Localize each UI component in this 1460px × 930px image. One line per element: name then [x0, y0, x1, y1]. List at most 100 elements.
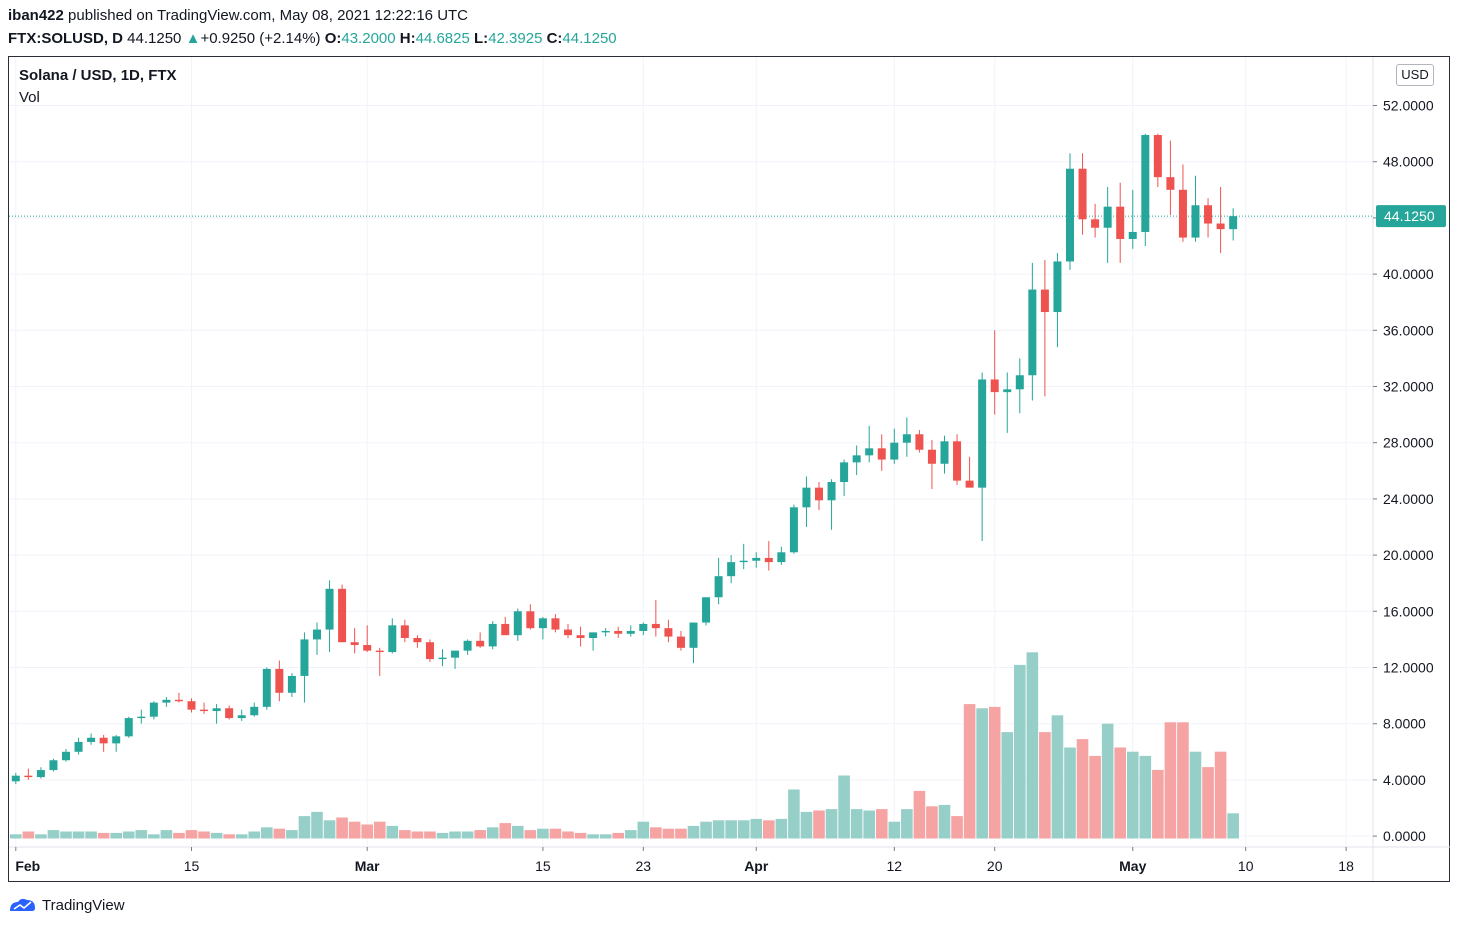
volume-bar — [35, 834, 47, 839]
currency-button[interactable]: USD — [1396, 64, 1434, 86]
volume-bar — [311, 811, 323, 839]
volume-bar — [499, 823, 512, 839]
volume-bar — [160, 830, 173, 839]
volume-bar — [1051, 715, 1064, 839]
candle-body — [576, 635, 585, 638]
price-chart[interactable]: 52.000048.000044.000040.000036.000032.00… — [9, 57, 1450, 881]
candle-body — [237, 715, 246, 719]
x-tick-label: 12 — [887, 858, 903, 874]
volume-bar — [261, 827, 273, 839]
candle-body — [1216, 223, 1225, 230]
candle-body — [777, 552, 786, 563]
x-tick-label: Apr — [744, 858, 769, 874]
candle-body — [149, 702, 158, 717]
candle-body — [438, 657, 447, 660]
y-tick-label: 32.0000 — [1383, 379, 1434, 395]
volume-bar — [298, 816, 311, 839]
volume-bar — [763, 820, 775, 839]
candle-body — [827, 482, 836, 501]
candle-body — [1178, 189, 1187, 238]
candle-body — [727, 562, 736, 577]
y-tick-label: 28.0000 — [1383, 435, 1434, 451]
volume-bar — [512, 825, 524, 839]
volume-bar — [775, 818, 788, 839]
volume-bar — [10, 834, 22, 839]
volume-bar — [524, 830, 537, 839]
candle-body — [476, 640, 485, 647]
volume-bar — [838, 775, 850, 839]
footer-brand[interactable]: TradingView — [8, 896, 125, 914]
candle-body — [162, 699, 171, 703]
x-tick-label: 15 — [535, 858, 551, 874]
y-tick-label: 48.0000 — [1383, 154, 1434, 170]
volume-bar — [976, 708, 988, 839]
x-tick-label: 18 — [1338, 858, 1354, 874]
volume-bar — [875, 809, 888, 839]
candle-body — [1091, 219, 1100, 228]
candle-body — [137, 716, 146, 719]
volume-bar — [210, 832, 223, 839]
candle-body — [1028, 289, 1037, 376]
candle-body — [915, 434, 924, 450]
volume-bar — [650, 827, 662, 839]
volume-bar — [938, 804, 951, 839]
author-name[interactable]: iban422 — [8, 7, 64, 24]
publish-info: iban422 published on TradingView.com, Ma… — [8, 7, 468, 24]
volume-bar — [97, 832, 110, 839]
candle-body — [865, 448, 874, 456]
open-label: O: — [324, 30, 342, 47]
candle-body — [626, 630, 635, 634]
volume-bar — [60, 831, 72, 839]
candle-body — [1166, 177, 1175, 190]
low-value: 42.3925 — [488, 30, 543, 47]
candle-body — [262, 668, 271, 707]
volume-bar — [1152, 769, 1164, 839]
candle-body — [940, 441, 949, 464]
volume-bar — [1189, 751, 1202, 839]
volume-bar — [198, 831, 210, 839]
x-tick-label: Feb — [15, 858, 40, 874]
volume-bar — [1126, 751, 1139, 839]
volume-bar — [1177, 722, 1189, 839]
candle-body — [651, 623, 660, 629]
volume-bar — [813, 810, 825, 839]
volume-bar — [135, 830, 148, 839]
volume-bar — [1076, 739, 1089, 839]
volume-bar — [1001, 732, 1014, 839]
volume-legend: Vol — [19, 89, 40, 106]
volume-bar — [348, 821, 361, 839]
x-tick-label: 10 — [1238, 858, 1254, 874]
volume-bar — [901, 809, 913, 839]
volume-bar — [85, 831, 97, 839]
candle-body — [388, 625, 397, 653]
volume-bar — [361, 824, 373, 839]
candle-body — [400, 625, 409, 638]
volume-bar — [323, 820, 336, 839]
candle-body — [275, 668, 284, 693]
candle-body — [1003, 389, 1012, 393]
candle-body — [501, 623, 510, 636]
candle-body — [840, 462, 849, 483]
volume-bar — [1164, 722, 1177, 839]
volume-bar — [1039, 732, 1051, 839]
volume-bar — [286, 830, 298, 839]
volume-bar — [963, 704, 976, 839]
volume-bar — [248, 831, 261, 839]
volume-bar — [1114, 747, 1126, 839]
candle-body — [62, 751, 70, 761]
volume-bar — [1014, 664, 1026, 839]
low-label: L: — [474, 30, 489, 47]
volume-bar — [235, 834, 248, 839]
candle-body — [614, 630, 623, 634]
candle-body — [802, 487, 811, 508]
candle-body — [375, 650, 384, 653]
candle-body — [300, 639, 309, 676]
candle-body — [99, 737, 108, 744]
y-tick-label: 0.0000 — [1383, 828, 1426, 844]
x-tick-label: Mar — [355, 858, 380, 874]
tradingview-logo-icon — [10, 898, 35, 911]
volume-bar — [926, 806, 938, 839]
open-value: 43.2000 — [341, 30, 396, 47]
candle-body — [287, 675, 296, 693]
candle-body — [852, 455, 861, 463]
